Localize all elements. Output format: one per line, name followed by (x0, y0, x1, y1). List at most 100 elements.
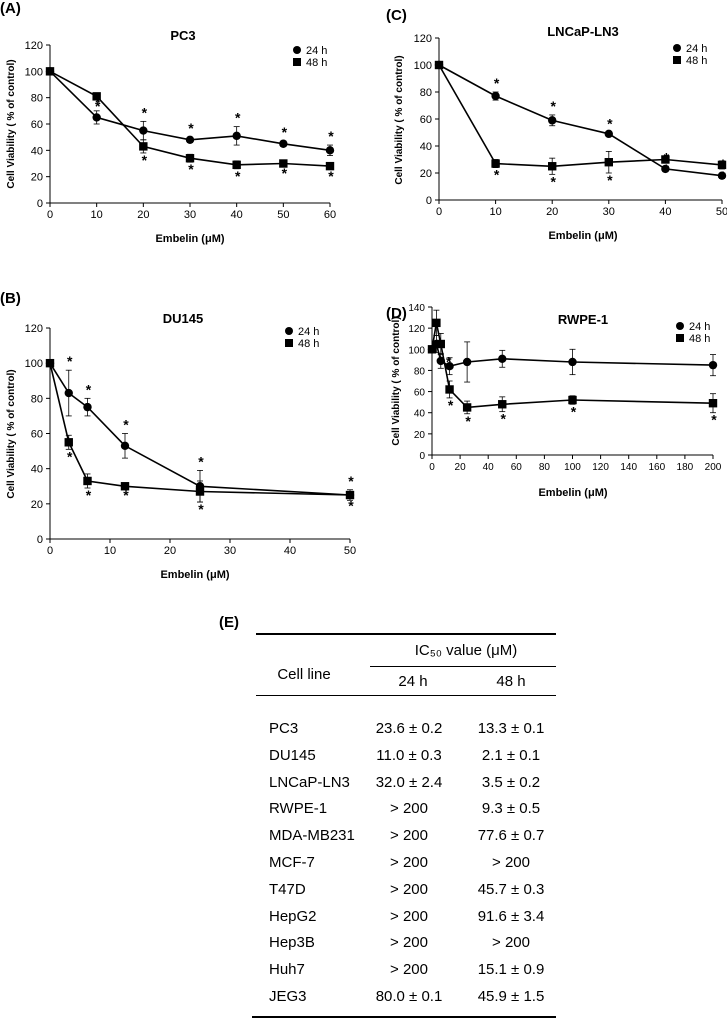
chart3-legend-label: 48 h (689, 333, 710, 345)
chart3-series-24h-point (462, 357, 472, 367)
chart0-y-tick-label: 100 (25, 66, 43, 78)
panel-label-e: (E) (219, 614, 239, 631)
chart3-legend-marker (676, 322, 684, 330)
chart1-x-tick-label: 20 (546, 206, 558, 218)
chart1-series-24h-line (438, 64, 723, 177)
chart0-x-tick-label: 50 (277, 209, 289, 221)
cell-ic50-48h: 2.1 ± 0.1 (481, 746, 541, 764)
chart3-series-48h-significance-star: * (465, 413, 471, 429)
chart2-y-tick-label: 20 (31, 499, 43, 511)
chart2-y-label: Cell Viability ( % of control) (6, 369, 17, 498)
cell-ic50-48h: 77.6 ± 0.7 (477, 827, 545, 845)
chart2-legend-marker (285, 327, 293, 335)
chart2-series-48h-point (83, 476, 92, 486)
chart1-series-48h-significance-star: * (550, 173, 556, 189)
chart2-series-24h-significance-star: * (198, 453, 204, 469)
chart0-y-tick-label: 40 (31, 145, 43, 157)
cell-ic50-48h: 15.1 ± 0.9 (477, 961, 545, 979)
chart3-series-48h-point (498, 400, 507, 409)
cell-ic50-24h: > 200 (390, 827, 428, 845)
chart0-y-label: Cell Viability ( % of control) (6, 59, 17, 188)
chart3-series-48h-significance-star: * (501, 411, 507, 427)
chart1-series-48h-point (717, 160, 727, 170)
chart2-panel-label: (B) (0, 290, 21, 307)
chart2-series-24h-significance-star: * (86, 381, 92, 397)
cell-ic50-24h: 23.6 ± 0.2 (375, 720, 443, 737)
cell-line-name: RWPE-1 (269, 800, 328, 818)
chart3-series-24h-point (498, 354, 507, 363)
chart0-legend-label: 48 h (306, 57, 327, 69)
chart2-series-48h-point (345, 490, 355, 500)
chart0-series-48h-significance-star: * (188, 161, 194, 177)
cell-line-name: T47D (269, 880, 306, 898)
chart2-legend-label: 24 h (298, 326, 319, 338)
chart1-series-48h-line (438, 64, 723, 168)
chart3-x-tick-label: 140 (620, 462, 637, 473)
chart3-x-tick-label: 20 (455, 462, 467, 473)
chart2-x-tick-label: 0 (47, 545, 53, 557)
chart3-x-tick-label: 180 (677, 462, 694, 473)
cell-ic50-24h: > 200 (390, 934, 428, 952)
chart3-x-label: Embelin (μM) (538, 487, 607, 499)
chart1-y-tick-label: 80 (420, 87, 432, 99)
chart3-series-48h-point (427, 345, 437, 354)
chart1-title: LNCaP-LN3 (547, 24, 619, 39)
chart2-series-48h-point (45, 358, 55, 368)
chart1-y-tick-label: 100 (414, 60, 432, 72)
chart0-series-24h-point (325, 146, 335, 155)
cell-ic50-24h: 11.0 ± 0.3 (376, 746, 442, 764)
cell-line-name: DU145 (269, 746, 316, 764)
chart1-series-48h-point (434, 60, 444, 70)
chart3-x-tick-label: 80 (539, 462, 551, 473)
chart1-series-48h-point (661, 155, 670, 164)
chart3-y-tick-label: 140 (408, 303, 425, 314)
chart0-series-48h-point (325, 161, 335, 171)
cell-ic50-48h: > 200 (492, 934, 530, 952)
chart3-y-label: Cell Viability ( % of control) (391, 316, 402, 445)
cell-ic50-24h: 32.0 ± 2.4 (375, 773, 443, 791)
chart3-series-48h-significance-star: * (446, 354, 452, 370)
chart1-x-tick-label: 0 (436, 206, 442, 218)
chart3-legend-label: 24 h (689, 321, 710, 333)
chart0-y-tick-label: 60 (31, 119, 43, 131)
chart1-series-48h-significance-star: * (720, 168, 726, 184)
cell-ic50-48h: 13.3 ± 0.1 (477, 720, 545, 737)
chart0-series-48h-point (232, 160, 241, 170)
chart1-legend-label: 24 h (686, 43, 707, 55)
chart1-y-tick-label: 120 (414, 33, 432, 45)
chart3-series-48h-significance-star: * (571, 403, 577, 419)
table-bottom-rule (252, 1016, 556, 1018)
chart1-series-48h-point (491, 159, 500, 168)
chart0-series-48h-point (279, 159, 288, 168)
chart3-y-tick-label: 100 (408, 345, 425, 356)
chart3-series-48h-point (708, 399, 718, 408)
chart0-series-48h-point (139, 142, 148, 151)
chart3-series-24h-point (708, 360, 718, 370)
chart2-series-24h-significance-star: * (123, 417, 129, 433)
chart0-x-tick-label: 10 (91, 209, 103, 221)
chart2-legend-marker (285, 339, 293, 347)
chart0-series-24h-significance-star: * (328, 128, 334, 144)
cell-ic50-48h: 9.3 ± 0.5 (481, 800, 541, 818)
chart2-series-24h-significance-star: * (67, 353, 73, 369)
chart1-legend-label: 48 h (686, 55, 707, 67)
chart0-legend-marker (293, 46, 301, 54)
chart0-x-tick-label: 40 (231, 209, 243, 221)
chart1-series-24h-significance-star: * (550, 98, 556, 114)
chart2-title: DU145 (163, 311, 203, 326)
cell-ic50-48h: 45.7 ± 0.3 (477, 880, 545, 898)
chart2-x-tick-label: 10 (104, 545, 116, 557)
chart2-series-48h-line (49, 363, 351, 496)
chart2-y-tick-label: 40 (31, 464, 43, 476)
header-cell-line: Cell line (277, 666, 331, 683)
chart2-series-48h-significance-star: * (86, 487, 92, 503)
chart1-x-tick-label: 40 (659, 206, 671, 218)
chart3-panel-label: (D) (386, 305, 407, 322)
chart0-series-24h-point (185, 135, 195, 144)
chart3-series-48h-point (436, 339, 445, 349)
chart2-x-tick-label: 50 (344, 545, 356, 557)
chart0-series-24h-point (92, 113, 101, 122)
chart2-legend-label: 48 h (298, 338, 319, 350)
chart2-series-48h-significance-star: * (67, 448, 73, 464)
